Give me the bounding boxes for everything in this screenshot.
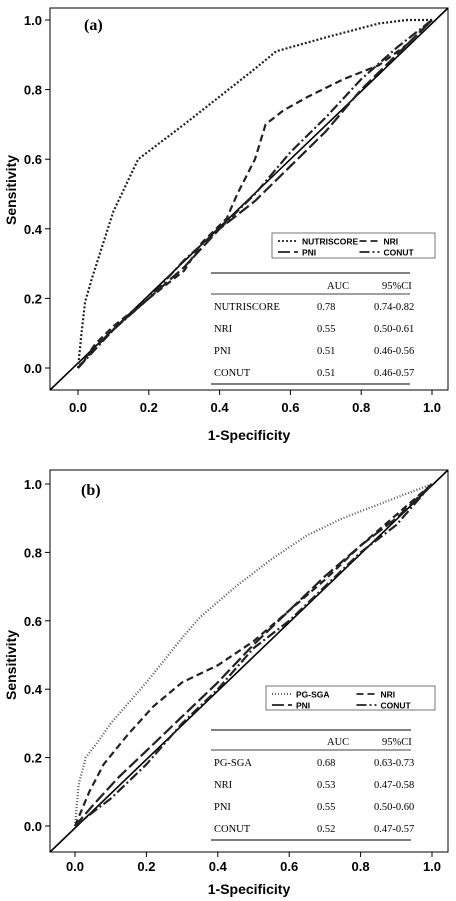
table-cell: PNI: [214, 346, 231, 357]
roc-curve-pg-sga: [73, 482, 433, 827]
x-tick-label: 1.0: [423, 859, 441, 874]
table-cell: CONUT: [214, 824, 251, 835]
roc-curve-conut: [74, 483, 433, 827]
legend-label: CONUT: [384, 248, 415, 258]
table-cell: 0.46-0.57: [374, 368, 414, 379]
roc-panel-b: 0.0 0.2 0.4 0.6 0.8 1.0 0.0 0.2 0.4 0.6 0.8 1.0 1-Sp…: [3, 469, 449, 897]
legend-box: [271, 232, 436, 259]
x-tick-label: 1.0: [423, 400, 441, 415]
table-cell: 0.74-0.82: [374, 302, 414, 313]
reference-diagonal: [49, 469, 449, 853]
table-cell: PNI: [214, 802, 231, 813]
table-header-cell: AUC: [327, 281, 349, 292]
table-cell: 0.78: [317, 302, 335, 313]
table-header-cell: 95%CI: [382, 281, 412, 292]
table-cell: 0.51: [317, 346, 335, 357]
table-cell: 0.55: [317, 802, 335, 813]
x-tick-label: 0.4: [209, 859, 228, 874]
plot-frame: [49, 7, 449, 391]
x-tick-label: 0.0: [69, 400, 87, 415]
table-cell: 0.53: [317, 780, 335, 791]
table-cell: 0.46-0.56: [374, 346, 414, 357]
legend-label: NRI: [384, 237, 399, 247]
legend-label: PNI: [296, 701, 310, 711]
table-cell: 0.68: [317, 758, 335, 769]
legend-label: PG-SGA: [296, 690, 330, 700]
panel-label: (b): [81, 482, 101, 499]
roc-curve-nri: [77, 19, 433, 369]
x-tick-label: 0.6: [280, 859, 298, 874]
table-cell: 0.51: [317, 368, 335, 379]
table-cell: 0.52: [317, 824, 335, 835]
y-tick-label: 1.0: [24, 13, 42, 28]
y-tick-label: 0.8: [24, 545, 42, 560]
roc-curve-nri: [73, 483, 433, 827]
x-axis-title: 1-Specificity: [208, 881, 291, 897]
table-cell: NRI: [214, 780, 233, 791]
table-header-cell: 95%CI: [382, 737, 412, 748]
legend-label: CONUT: [381, 701, 412, 711]
table-cell: 0.50-0.60: [374, 802, 414, 813]
x-axis-title: 1-Specificity: [208, 427, 291, 443]
y-tick-label: 0.8: [24, 83, 42, 98]
legend-label: NRI: [381, 690, 396, 700]
y-tick-label: 0.2: [24, 291, 42, 306]
table-header-cell: AUC: [327, 737, 349, 748]
legend-label: PNI: [302, 248, 316, 258]
y-tick-label: 0.6: [24, 614, 42, 629]
y-tick-label: 0.0: [24, 819, 42, 834]
panel-label: (a): [84, 17, 103, 34]
legend-box: [265, 685, 436, 711]
x-tick-label: 0.0: [66, 859, 84, 874]
y-tick-label: 0.4: [24, 222, 43, 237]
table-cell: CONUT: [214, 368, 251, 379]
y-axis-title: Sensitivity: [3, 630, 19, 700]
plot-frame: [49, 469, 449, 853]
x-tick-label: 0.4: [211, 400, 230, 415]
y-tick-label: 1.0: [24, 477, 42, 492]
y-tick-label: 0.0: [24, 361, 42, 376]
y-tick-label: 0.6: [24, 152, 42, 167]
roc-curve-conut: [77, 19, 433, 369]
table-cell: 0.47-0.57: [374, 824, 414, 835]
x-tick-label: 0.2: [140, 400, 158, 415]
y-axis-title: Sensitivity: [3, 155, 19, 225]
x-tick-label: 0.2: [137, 859, 155, 874]
table-cell: NUTRISCORE: [214, 302, 280, 313]
roc-curve-pni: [74, 483, 433, 827]
roc-panel-a: 0.0 0.2 0.4 0.6 0.8 1.0 0.0 0.2 0.4 0.6 0.8 1.0 1-Sp…: [3, 7, 449, 443]
x-tick-label: 0.6: [281, 400, 299, 415]
table-cell: 0.55: [317, 324, 335, 335]
x-tick-label: 0.8: [352, 400, 370, 415]
legend-label: NUTRISCORE: [302, 237, 359, 247]
table-cell: NRI: [214, 324, 233, 335]
table-cell: 0.47-0.58: [374, 780, 414, 791]
table-cell: 0.50-0.61: [374, 324, 414, 335]
table-cell: PG-SGA: [214, 758, 252, 769]
y-tick-label: 0.2: [24, 751, 42, 766]
x-tick-label: 0.8: [352, 859, 370, 874]
y-tick-label: 0.4: [24, 682, 43, 697]
table-cell: 0.63-0.73: [374, 758, 414, 769]
